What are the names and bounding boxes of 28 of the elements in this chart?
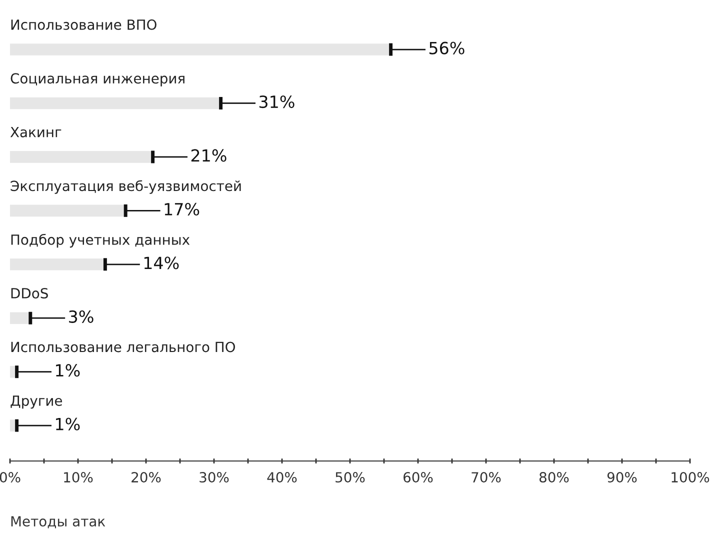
x-tick-label: 20% [132,472,161,483]
x-tick-label: 10% [64,472,93,483]
x-tick-label: 50% [336,472,365,483]
y-tick-label: Социальная инженерия [10,73,184,86]
x-tick-label: 80% [540,472,569,483]
data-label: 21% [191,149,226,162]
y-tick-label: Другие [10,396,62,409]
y-tick-label: Подбор учетных данных [11,234,190,248]
data-label: 3% [69,310,94,323]
data-label: 14% [144,256,179,270]
x-tick-label: 30% [200,472,229,483]
x-axis-title: Методы атак [11,516,106,528]
x-tick-label: 40% [267,472,297,483]
x-tick-label: 100% [672,472,710,483]
y-tick-label: Хакинг [10,127,62,138]
x-tick-label: 90% [607,472,637,483]
data-label: 56% [429,42,464,54]
x-tick-label: 60% [404,472,433,483]
data-label: 17% [164,202,200,216]
y-tick-label: DDoS [11,288,48,298]
y-tick-label: Использование легального ПО [11,342,235,352]
data-label: 1% [56,418,80,430]
data-label: 1% [56,364,80,377]
data-label: 31% [259,95,294,108]
y-tick-label: Эксплуатация веб-уязвимостей [10,180,241,194]
y-tick-label: Использование ВПО [11,19,156,30]
x-tick-label: 70% [472,472,501,483]
x-tick-label: 0% [0,472,20,483]
